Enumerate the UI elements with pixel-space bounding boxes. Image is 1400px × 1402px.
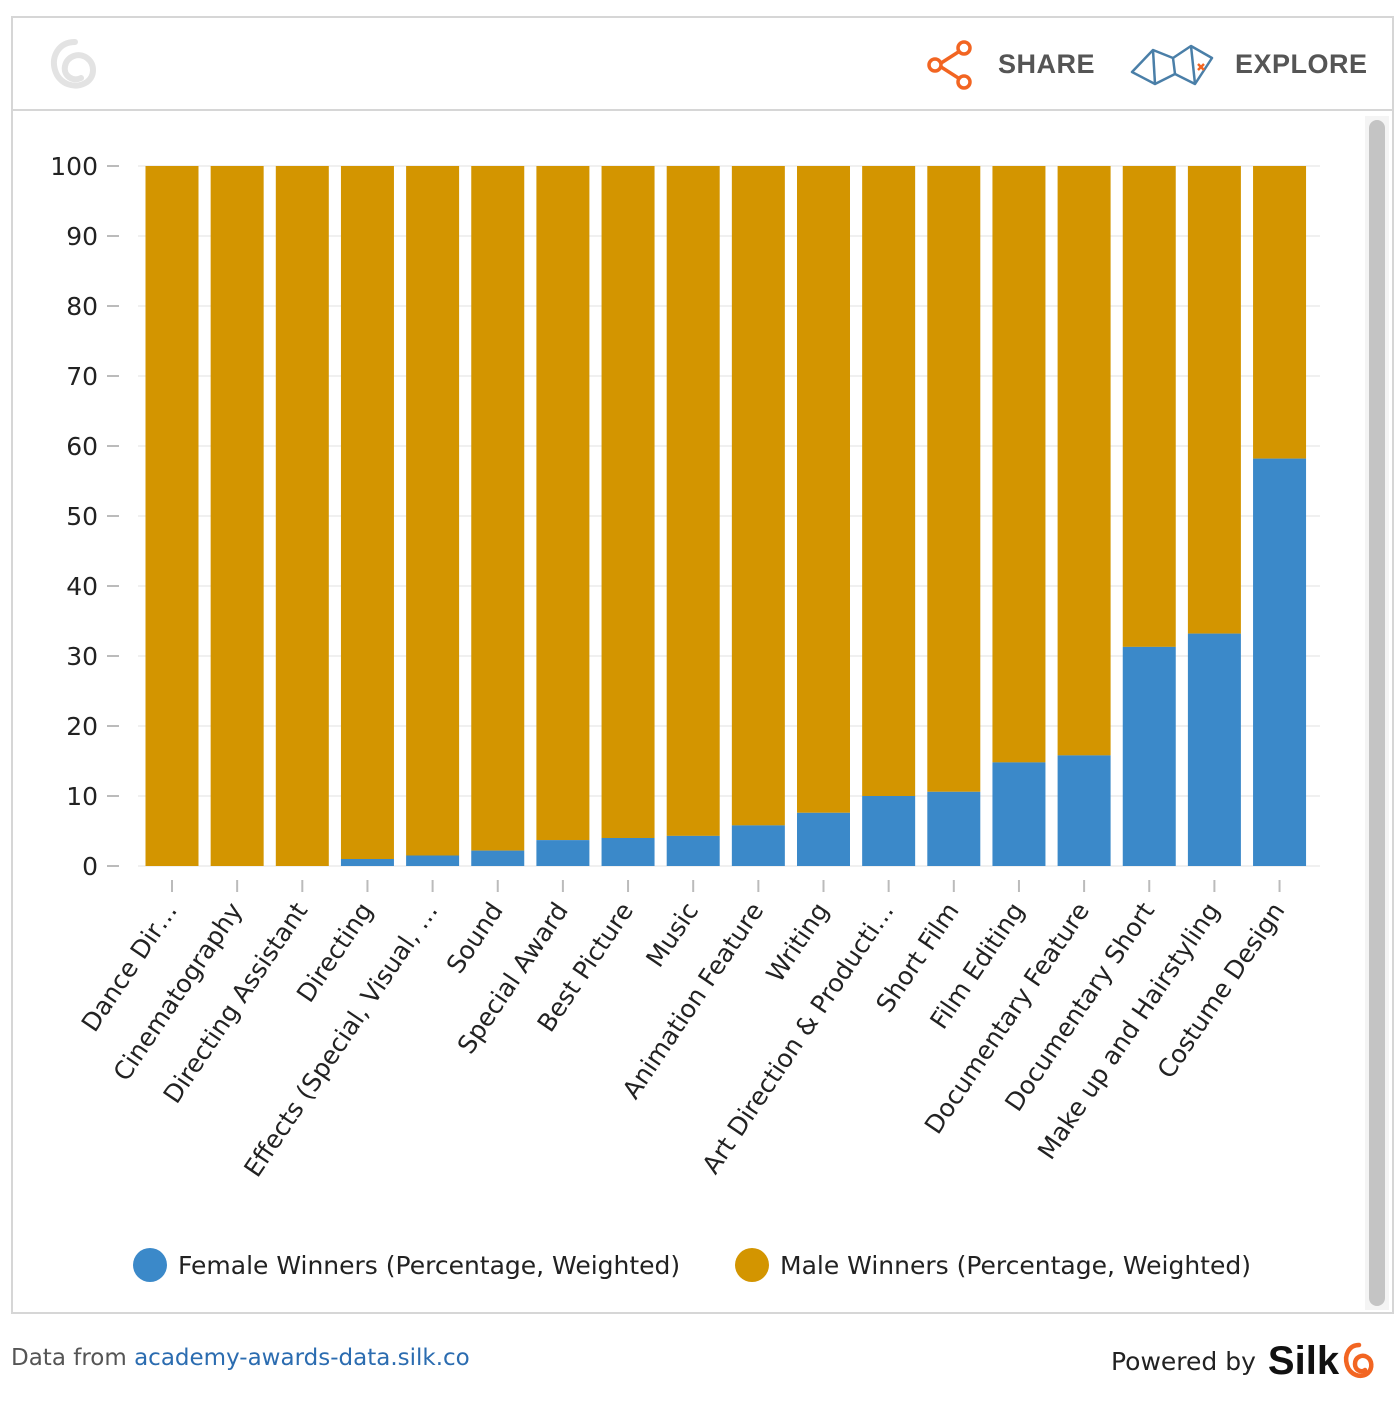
bar-male[interactable]	[862, 166, 916, 796]
bar-female[interactable]	[471, 850, 525, 866]
legend-item-male[interactable]: Male Winners (Percentage, Weighted)	[735, 1245, 1251, 1285]
widget-toolbar: SHARE EXPLORE	[13, 18, 1392, 111]
y-tick-label: 50	[66, 502, 98, 531]
scrollbar-thumb[interactable]	[1369, 120, 1385, 1306]
bar-female[interactable]	[536, 840, 590, 866]
bar-male[interactable]	[406, 166, 460, 856]
share-label: SHARE	[998, 49, 1096, 79]
legend-item-female[interactable]: Female Winners (Percentage, Weighted)	[133, 1245, 680, 1285]
bar-female[interactable]	[601, 838, 655, 866]
y-tick-label: 100	[50, 152, 98, 181]
powered-by[interactable]: Powered by Silk	[1111, 1336, 1375, 1386]
silk-logo-icon	[51, 39, 96, 89]
bar-male[interactable]	[275, 166, 329, 866]
y-tick-label: 40	[66, 572, 98, 601]
bar-male[interactable]	[210, 166, 264, 866]
bar-male[interactable]	[666, 166, 720, 836]
y-tick-label: 70	[66, 362, 98, 391]
powered-by-label: Powered by	[1111, 1346, 1256, 1376]
y-tick-label: 20	[66, 712, 98, 741]
x-tick-label: Sound	[441, 897, 509, 978]
y-tick-label: 80	[66, 292, 98, 321]
share-icon	[927, 39, 972, 90]
y-tick-label: 10	[66, 782, 98, 811]
bar-male[interactable]	[797, 166, 850, 813]
legend-swatch-female	[133, 1248, 167, 1282]
map-icon	[1130, 44, 1214, 85]
bar-male[interactable]	[1057, 166, 1111, 756]
bar-female[interactable]	[992, 762, 1046, 866]
source-prefix: Data from	[11, 1345, 127, 1371]
bar-male[interactable]	[1122, 166, 1176, 647]
bar-male[interactable]	[601, 166, 655, 838]
bar-male[interactable]	[536, 166, 590, 841]
bar-male[interactable]	[340, 166, 394, 859]
y-axis: 0 10 20 30 40 50 60 70 80 90 100	[50, 152, 119, 881]
bar-male[interactable]	[1253, 166, 1307, 459]
chart-legend: Female Winners (Percentage, Weighted) Ma…	[0, 1245, 1400, 1285]
vertical-scrollbar[interactable]	[1365, 116, 1389, 1310]
bar-female[interactable]	[731, 825, 785, 866]
legend-label-female: Female Winners (Percentage, Weighted)	[178, 1250, 681, 1280]
bar-male[interactable]	[471, 166, 525, 851]
y-tick-label: 90	[66, 222, 98, 251]
silk-brand-icon	[1344, 1342, 1374, 1378]
share-button[interactable]: SHARE	[926, 18, 1095, 111]
data-source: Data from academy-awards-data.silk.co	[11, 1345, 470, 1371]
silk-brand: Silk	[1267, 1338, 1340, 1383]
bar-female[interactable]	[340, 859, 394, 866]
bar-male[interactable]	[1187, 166, 1241, 634]
bar-female[interactable]	[406, 855, 460, 867]
x-tick-label: Music	[640, 897, 704, 972]
legend-label-male: Male Winners (Percentage, Weighted)	[780, 1250, 1251, 1280]
bar-female[interactable]	[1122, 646, 1176, 866]
explore-label: EXPLORE	[1235, 49, 1368, 79]
y-tick-label: 0	[82, 852, 98, 881]
legend-swatch-male	[735, 1248, 769, 1282]
bar-female[interactable]	[666, 835, 720, 866]
bar-female[interactable]	[927, 791, 981, 866]
bar-male[interactable]	[992, 166, 1046, 763]
explore-button[interactable]: EXPLORE	[1129, 18, 1368, 111]
bar-female[interactable]	[1253, 458, 1307, 866]
source-link[interactable]: academy-awards-data.silk.co	[134, 1345, 470, 1371]
bar-male[interactable]	[731, 166, 785, 826]
bar-female[interactable]	[797, 812, 850, 866]
y-tick-label: 60	[66, 432, 98, 461]
bars	[145, 166, 1307, 867]
bar-female[interactable]	[862, 796, 916, 866]
y-tick-label: 30	[66, 642, 98, 671]
bar-female[interactable]	[1187, 633, 1241, 866]
bar-female[interactable]	[1057, 755, 1111, 866]
bar-male[interactable]	[927, 166, 981, 792]
bar-male[interactable]	[145, 166, 199, 866]
stacked-bar-chart: 0 10 20 30 40 50 60 70 80 90 100 Dance Dir…Cinemat…	[50, 152, 1320, 1182]
